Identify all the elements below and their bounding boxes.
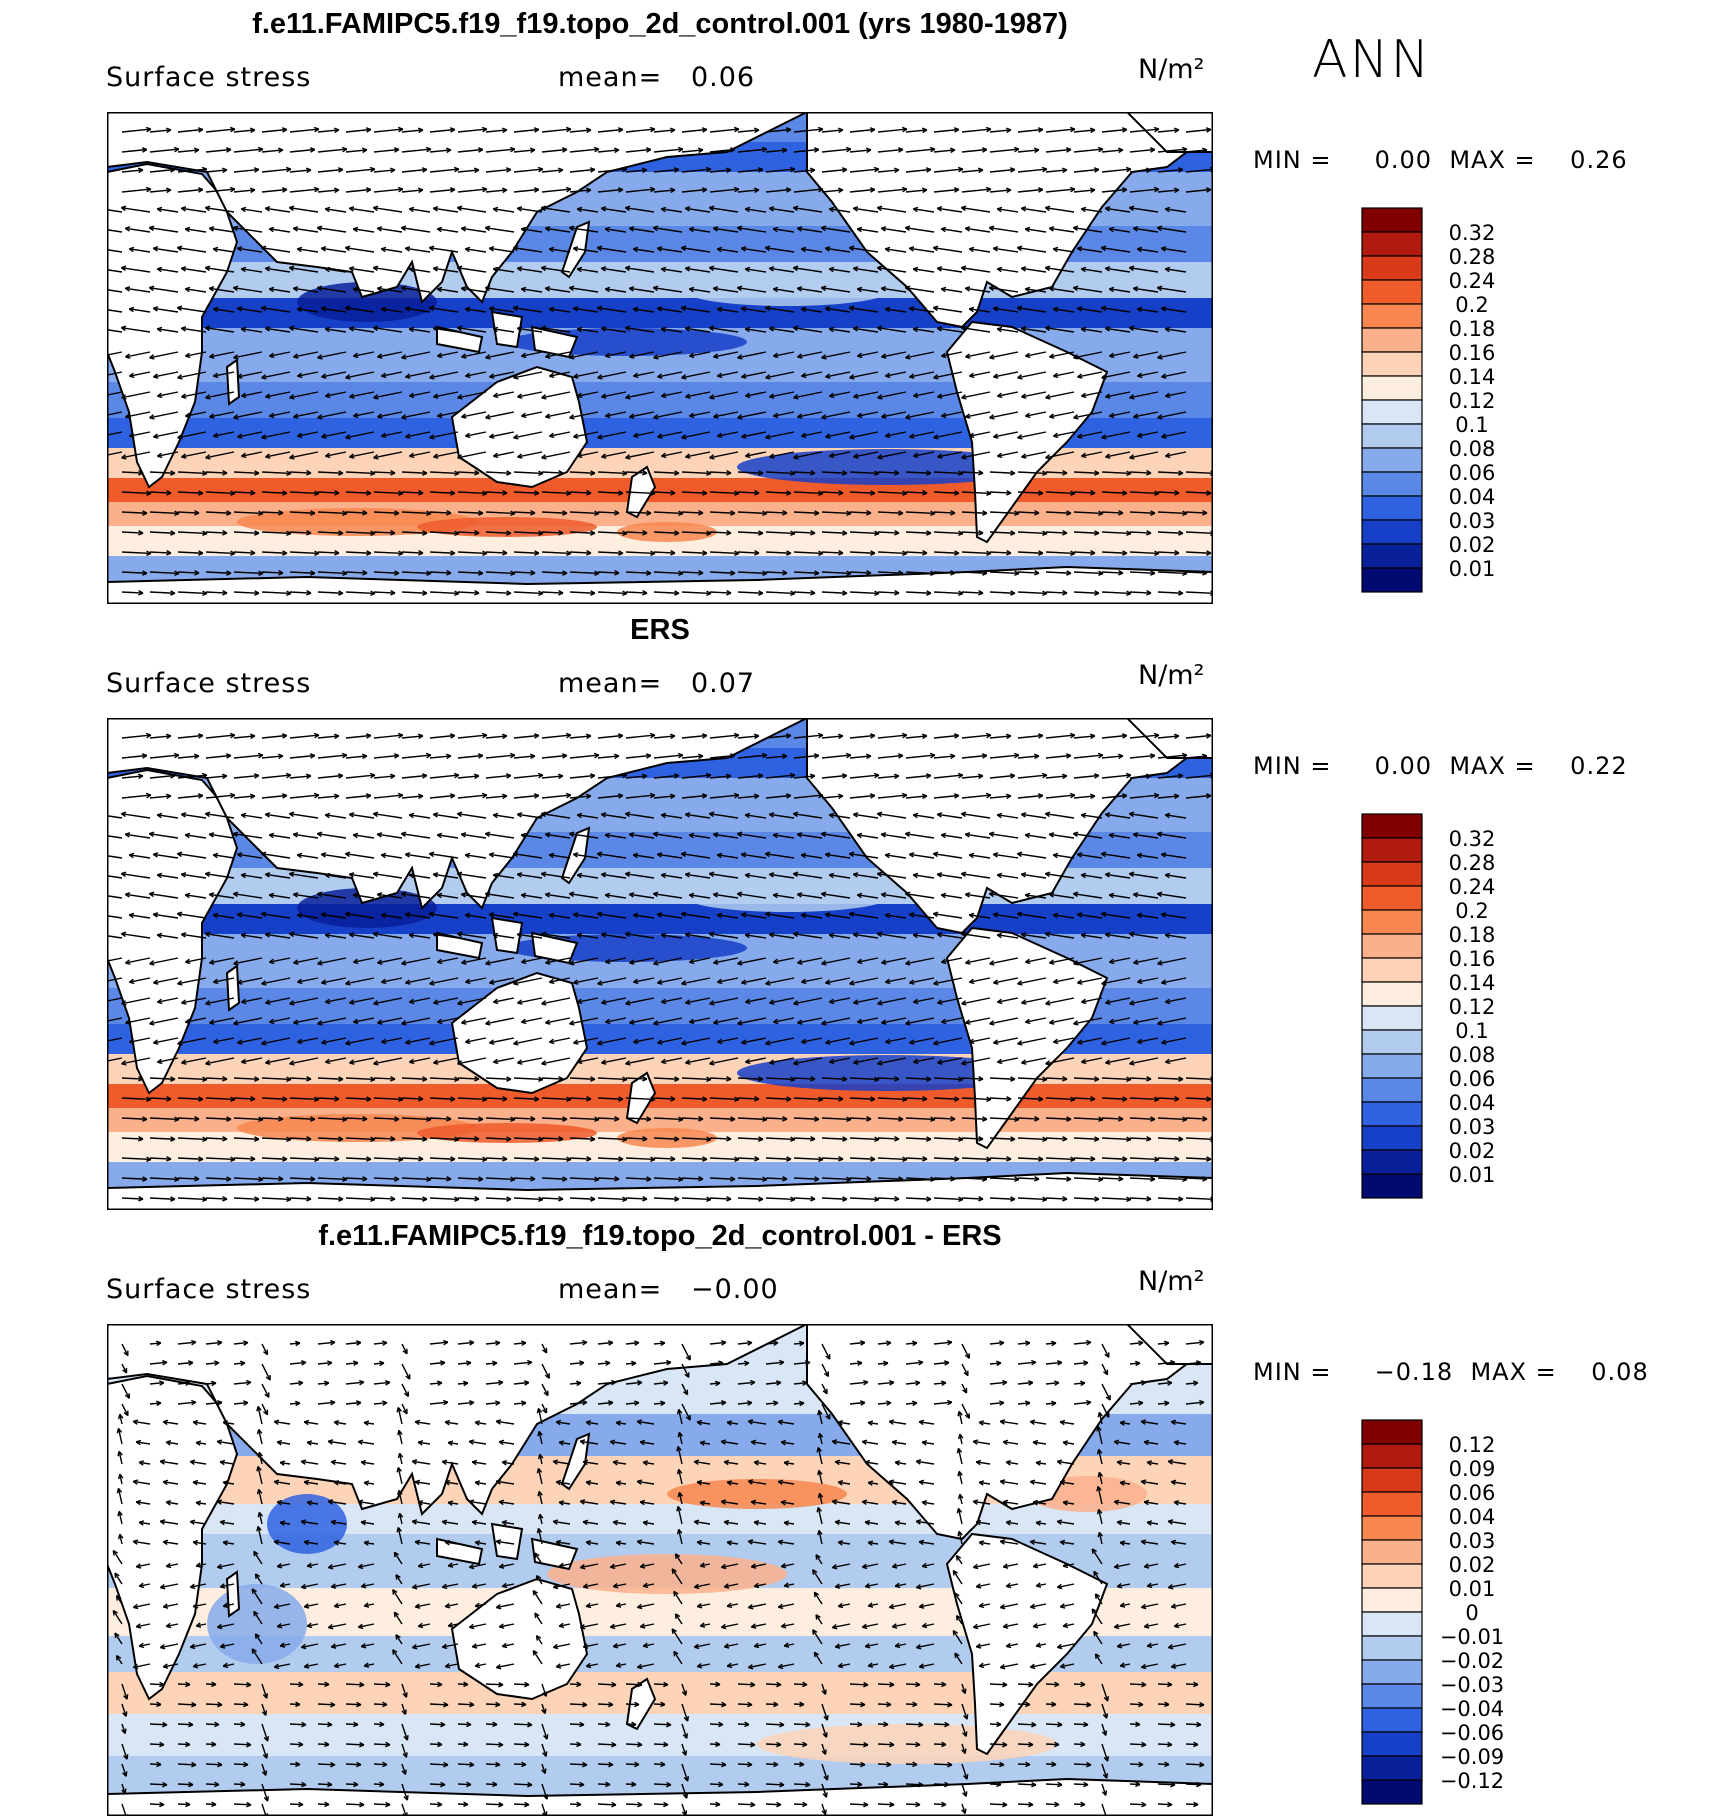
variable-label: Surface stress <box>106 62 312 93</box>
colorbar-tick-label: 0.03 <box>1449 1529 1496 1553</box>
colorbar-tick-label: 0.2 <box>1455 293 1488 317</box>
colorbar-tick-label: 0.06 <box>1449 461 1496 485</box>
colorbar: 0.320.280.240.20.180.160.140.120.10.080.… <box>1361 207 1496 593</box>
stress-map <box>107 112 1213 604</box>
panel-diff: f.e11.FAMIPC5.f19_f19.topo_2d_control.00… <box>0 1212 1710 1818</box>
colorbar-tick-label: 0.14 <box>1449 365 1496 389</box>
colorbar-tick-label: 0.06 <box>1449 1481 1496 1505</box>
colorbar-tick-label: 0.24 <box>1449 269 1496 293</box>
colorbar-tick-label: −0.09 <box>1440 1745 1504 1769</box>
colorbar-tick-label: −0.04 <box>1440 1697 1504 1721</box>
colorbar-tick-label: 0.12 <box>1449 1433 1496 1457</box>
colorbar-tick-label: 0.06 <box>1449 1067 1496 1091</box>
min-label: MIN = <box>1253 1358 1332 1386</box>
min-value: −0.18 <box>1374 1358 1454 1386</box>
colorbar-tick-label: 0.02 <box>1449 1139 1496 1163</box>
colorbar-tick-label: 0.16 <box>1449 341 1496 365</box>
max-value: 0.22 <box>1570 752 1628 780</box>
max-value: 0.26 <box>1570 146 1628 174</box>
panel-model: f.e11.FAMIPC5.f19_f19.topo_2d_control.00… <box>0 0 1710 606</box>
mean-label: mean= <box>558 668 663 699</box>
colorbar-tick-label: 0.32 <box>1449 221 1496 245</box>
mean-readout: mean= −0.00 <box>558 1274 779 1305</box>
colorbar-tick-label: 0.04 <box>1449 1505 1496 1529</box>
colorbar-tick-label: −0.03 <box>1440 1673 1504 1697</box>
min-max-readout: MIN = 0.00 MAX = 0.26 <box>1253 146 1628 174</box>
mean-label: mean= <box>558 62 663 93</box>
units-label: N/m² <box>1138 1266 1205 1297</box>
max-label: MAX = <box>1449 752 1536 780</box>
min-value: 0.00 <box>1374 146 1433 174</box>
colorbar-tick-label: −0.01 <box>1440 1625 1504 1649</box>
colorbar-tick-label: 0.12 <box>1449 995 1496 1019</box>
mean-value: −0.00 <box>690 1274 779 1305</box>
mean-value: 0.06 <box>690 62 756 93</box>
colorbar-tick-label: 0.28 <box>1449 851 1496 875</box>
colorbar-tick-label: 0.08 <box>1449 1043 1496 1067</box>
mean-label: mean= <box>558 1274 663 1305</box>
mean-readout: mean= 0.06 <box>558 62 755 93</box>
min-max-readout: MIN = 0.00 MAX = 0.22 <box>1253 752 1628 780</box>
colorbar-tick-label: 0.03 <box>1449 509 1496 533</box>
min-label: MIN = <box>1253 146 1332 174</box>
panel-title: ERS <box>630 614 690 646</box>
colorbar-tick-label: −0.06 <box>1440 1721 1504 1745</box>
colorbar-tick-label: 0 <box>1465 1601 1478 1625</box>
max-label: MAX = <box>1449 146 1536 174</box>
panel-obs: ERS Surface stress mean= 0.07 N/m² MIN =… <box>0 606 1710 1212</box>
colorbar-tick-label: 0.01 <box>1449 1577 1496 1601</box>
colorbar-tick-label: 0.1 <box>1455 1019 1488 1043</box>
colorbar-tick-label: 0.01 <box>1449 1163 1496 1187</box>
max-label: MAX = <box>1470 1358 1557 1386</box>
colorbar-tick-label: 0.12 <box>1449 389 1496 413</box>
colorbar: 0.320.280.240.20.180.160.140.120.10.080.… <box>1361 813 1496 1199</box>
panel-title: f.e11.FAMIPC5.f19_f19.topo_2d_control.00… <box>252 8 1068 40</box>
colorbar: 0.120.090.060.040.030.020.010−0.01−0.02−… <box>1361 1419 1504 1805</box>
variable-label: Surface stress <box>106 668 312 699</box>
colorbar-tick-label: −0.12 <box>1440 1769 1504 1793</box>
panel-title: f.e11.FAMIPC5.f19_f19.topo_2d_control.00… <box>318 1220 1002 1252</box>
max-value: 0.08 <box>1591 1358 1649 1386</box>
colorbar-tick-label: 0.16 <box>1449 947 1496 971</box>
colorbar-tick-label: 0.04 <box>1449 1091 1496 1115</box>
colorbar-tick-label: 0.24 <box>1449 875 1496 899</box>
units-label: N/m² <box>1138 660 1205 691</box>
colorbar-tick-label: 0.32 <box>1449 827 1496 851</box>
colorbar-tick-label: 0.03 <box>1449 1115 1496 1139</box>
colorbar-tick-label: −0.02 <box>1440 1649 1504 1673</box>
mean-value: 0.07 <box>690 668 756 699</box>
colorbar-tick-label: 0.1 <box>1455 413 1488 437</box>
colorbar-tick-label: 0.2 <box>1455 899 1488 923</box>
stress-map <box>107 1324 1213 1816</box>
mean-readout: mean= 0.07 <box>558 668 755 699</box>
colorbar-tick-label: 0.14 <box>1449 971 1496 995</box>
colorbar-tick-label: 0.18 <box>1449 923 1496 947</box>
stress-map <box>107 718 1213 1210</box>
colorbar-tick-label: 0.08 <box>1449 437 1496 461</box>
variable-label: Surface stress <box>106 1274 312 1305</box>
colorbar-tick-label: 0.28 <box>1449 245 1496 269</box>
units-label: N/m² <box>1138 54 1205 85</box>
colorbar-tick-label: 0.18 <box>1449 317 1496 341</box>
colorbar-tick-label: 0.01 <box>1449 557 1496 581</box>
min-label: MIN = <box>1253 752 1332 780</box>
colorbar-tick-label: 0.09 <box>1449 1457 1496 1481</box>
min-value: 0.00 <box>1374 752 1433 780</box>
colorbar-tick-label: 0.02 <box>1449 1553 1496 1577</box>
colorbar-tick-label: 0.02 <box>1449 533 1496 557</box>
colorbar-tick-label: 0.04 <box>1449 485 1496 509</box>
min-max-readout: MIN = −0.18 MAX = 0.08 <box>1253 1358 1649 1386</box>
season-label: ANN <box>1312 30 1432 90</box>
